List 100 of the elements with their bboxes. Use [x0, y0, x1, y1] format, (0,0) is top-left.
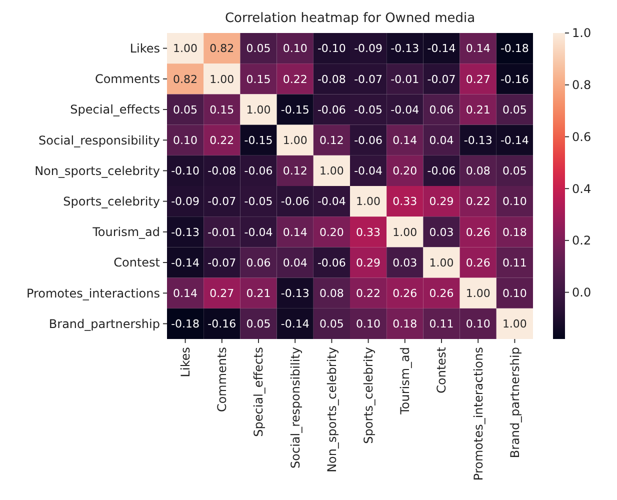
- y-tick-label: Non_sports_celebrity: [34, 164, 160, 178]
- data-label: -0.06: [427, 164, 456, 178]
- data-label: 0.20: [319, 226, 344, 239]
- data-label: -0.16: [208, 318, 236, 331]
- data-label: 0.04: [282, 256, 308, 270]
- data-label: -0.10: [317, 42, 346, 56]
- data-label: 0.26: [429, 286, 454, 300]
- data-label: 0.05: [246, 42, 271, 56]
- data-label: 0.29: [429, 195, 454, 208]
- data-label: -0.06: [354, 134, 383, 147]
- data-label: -0.09: [171, 195, 200, 208]
- y-tick-label: Social_responsibility: [38, 133, 160, 148]
- data-label: -0.07: [208, 256, 236, 270]
- data-label: -0.15: [280, 103, 310, 116]
- x-tick-label: Tourism_ad: [398, 347, 412, 416]
- data-label: 0.26: [392, 286, 418, 300]
- y-tick-label: Special_effects: [70, 102, 160, 117]
- color-bar-label: 0.0: [572, 286, 592, 300]
- y-tick-label: Tourism_ad: [92, 225, 160, 240]
- data-label: 0.08: [319, 286, 344, 300]
- data-label: 0.27: [466, 72, 490, 86]
- y-tick-label: Likes: [130, 42, 160, 56]
- data-label: 1.00: [429, 256, 454, 270]
- y-tick-label: Contest: [114, 256, 160, 270]
- data-label: 0.05: [246, 318, 271, 331]
- data-label: 1.00: [210, 72, 234, 86]
- x-tick-label: Sports_celebrity: [362, 347, 376, 444]
- x-tick-label: Contest: [434, 346, 449, 394]
- data-label: -0.06: [317, 103, 346, 116]
- y-tick-label: Comments: [94, 72, 160, 86]
- data-label: 0.05: [502, 103, 527, 116]
- data-label: 1.00: [356, 195, 381, 208]
- x-tick-label: Promotes_interactions: [471, 347, 486, 481]
- data-label: -0.06: [280, 195, 310, 208]
- data-label: 0.14: [466, 42, 490, 56]
- data-label: -0.18: [171, 318, 200, 331]
- data-label: 0.10: [502, 195, 527, 208]
- data-label: 0.15: [246, 72, 271, 86]
- data-label: -0.08: [317, 72, 346, 86]
- color-bar-label: 0.8: [572, 78, 592, 92]
- data-label: 0.26: [466, 226, 490, 239]
- data-label: -0.13: [280, 286, 310, 300]
- data-label: 0.10: [502, 286, 527, 300]
- data-label: -0.13: [171, 226, 200, 239]
- data-label: 0.22: [356, 286, 381, 300]
- data-label: -0.04: [390, 103, 420, 116]
- y-tick-label: Sports_celebrity: [63, 194, 160, 208]
- color-bar-label: 0.6: [572, 130, 592, 144]
- data-label: 0.14: [282, 226, 308, 239]
- data-label: 0.10: [356, 318, 381, 331]
- chart-title: Correlation heatmap for Owned media: [224, 11, 476, 26]
- data-label: 0.10: [466, 318, 490, 331]
- y-tick-label: Brand_partnership: [48, 316, 160, 331]
- data-label: 0.06: [246, 256, 271, 270]
- data-label: 0.26: [466, 256, 490, 270]
- data-label: 1.00: [502, 318, 527, 331]
- data-label: 0.22: [466, 195, 490, 208]
- data-label: 0.08: [466, 164, 490, 178]
- data-label: 0.06: [429, 103, 454, 116]
- y-tick-label: Promotes_interactions: [26, 286, 160, 300]
- data-label: 0.22: [282, 72, 308, 86]
- data-label: -0.14: [500, 134, 529, 147]
- data-label: -0.04: [244, 226, 273, 239]
- data-label: 0.14: [392, 134, 418, 147]
- data-label: -0.08: [208, 164, 236, 178]
- data-label: -0.14: [427, 42, 456, 56]
- data-label: -0.15: [244, 134, 273, 147]
- data-label: 0.82: [210, 42, 234, 56]
- data-label: -0.01: [208, 226, 236, 239]
- data-label: -0.16: [500, 72, 529, 86]
- data-label: 0.05: [502, 164, 527, 178]
- data-label: 0.05: [173, 103, 198, 116]
- data-label: 0.33: [356, 226, 381, 239]
- data-label: 0.14: [173, 286, 198, 300]
- data-label: 0.29: [356, 256, 381, 270]
- data-label: 0.18: [392, 318, 418, 331]
- data-label: 1.00: [246, 103, 271, 116]
- data-label: -0.06: [244, 164, 273, 178]
- data-label: -0.07: [354, 72, 383, 86]
- data-label: -0.13: [390, 42, 420, 56]
- color-bar-label: 0.2: [572, 234, 592, 248]
- data-label: -0.04: [317, 195, 346, 208]
- x-tick-label: Likes: [178, 347, 192, 378]
- data-label: -0.05: [354, 103, 383, 116]
- data-label: -0.10: [171, 164, 200, 178]
- data-label: 0.21: [466, 103, 490, 116]
- data-label: 0.20: [392, 164, 418, 178]
- data-label: 0.04: [429, 134, 454, 147]
- color-bar-label: 0.4: [572, 182, 592, 196]
- data-label: 0.12: [282, 164, 308, 178]
- data-label: 0.10: [173, 134, 198, 147]
- data-label: -0.05: [244, 195, 273, 208]
- x-tick-label: Social_responsibility: [288, 347, 302, 468]
- x-tick-label: Brand_partnership: [508, 347, 522, 458]
- data-label: -0.06: [317, 256, 346, 270]
- data-label: -0.07: [208, 195, 236, 208]
- data-label: 0.10: [282, 42, 308, 56]
- x-tick-label: Special_effects: [252, 347, 266, 437]
- data-label: -0.04: [354, 164, 383, 178]
- data-label: 0.33: [392, 195, 418, 208]
